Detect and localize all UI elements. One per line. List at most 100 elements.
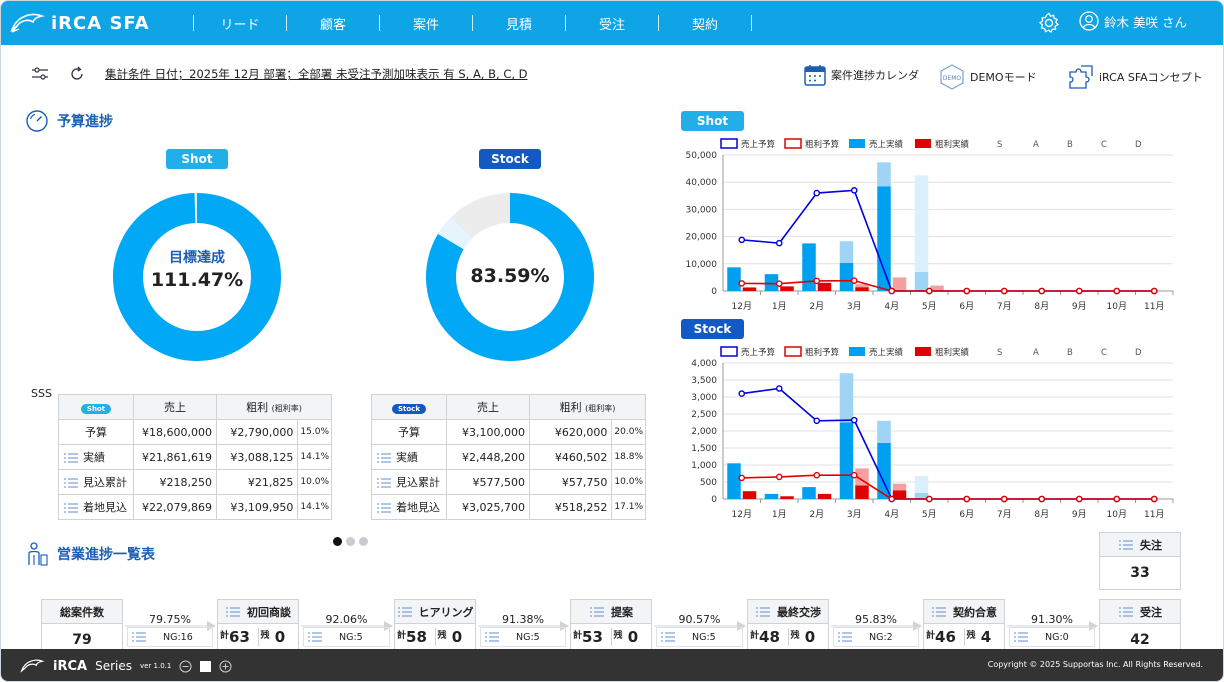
ng-count-value: NG:5: [516, 631, 540, 643]
stock-donut-chart: [426, 193, 594, 361]
row-label-cell[interactable]: 見込累計: [58, 469, 134, 495]
nav-item-quote[interactable]: 見積: [505, 17, 532, 33]
row-label-cell[interactable]: 着地見込: [58, 494, 134, 520]
line-point: [850, 416, 858, 424]
ng-count[interactable]: NG:5: [303, 627, 390, 647]
list-icon: [377, 478, 391, 488]
stage-remaining[interactable]: 残 0: [259, 628, 299, 646]
stage-remaining[interactable]: 残 0: [436, 628, 476, 646]
row-label: 着地見込: [83, 501, 127, 514]
stage-box[interactable]: 受注 42: [1099, 599, 1181, 655]
filter-settings-icon[interactable]: [31, 65, 49, 83]
sfa-concept-button[interactable]: iRCA SFAコンセプト: [1067, 63, 1203, 91]
x-tick-label: 4月: [884, 509, 899, 520]
speedometer-icon: [26, 110, 48, 132]
table-row[interactable]: 実績 ¥2,448,200 ¥460,502 18.8%: [371, 444, 646, 470]
row-label-cell[interactable]: 実績: [58, 444, 134, 470]
stage-remaining-value: 0: [274, 628, 286, 646]
stage-remaining[interactable]: 残 4: [965, 628, 1005, 646]
row-label-cell[interactable]: 着地見込: [371, 494, 447, 520]
legend-label: D: [1135, 140, 1142, 150]
nav-item-customer[interactable]: 顧客: [319, 17, 346, 33]
sales-forecast-bar: [914, 492, 929, 499]
list-icon: [661, 632, 675, 642]
lost-deals-box[interactable]: 失注 33: [1099, 532, 1181, 590]
gear-icon[interactable]: [1037, 11, 1061, 35]
zoom-in-icon[interactable]: [219, 660, 232, 673]
nav-item-lead[interactable]: リード: [220, 17, 260, 33]
stage-total: 計53: [571, 628, 612, 646]
stage-box[interactable]: 提案 計53 残 0: [570, 599, 652, 655]
carousel-dot[interactable]: [333, 537, 342, 546]
legend-label: 粗利実績: [935, 347, 970, 358]
legend-swatch: [784, 346, 802, 357]
remain-prefix: 残: [260, 631, 270, 641]
row-label-cell[interactable]: 実績: [371, 444, 447, 470]
stage-total-value: 53: [582, 628, 603, 646]
line-point: [775, 239, 783, 247]
ng-count[interactable]: NG:16: [127, 627, 213, 647]
table-row[interactable]: 実績 ¥21,861,619 ¥3,088,125 14.1%: [58, 444, 332, 470]
zoom-reset-icon[interactable]: [200, 660, 212, 672]
stage-remaining[interactable]: 残 0: [789, 628, 829, 646]
table-row[interactable]: 着地見込 ¥22,079,869 ¥3,109,950 14.1%: [58, 494, 332, 520]
row-label: 予算: [58, 419, 134, 445]
nav-item-deal[interactable]: 案件: [412, 17, 439, 33]
carousel-dot[interactable]: [346, 537, 355, 546]
stage-total: 計48: [748, 628, 789, 646]
ng-count[interactable]: NG:0: [1009, 627, 1095, 647]
sales-actual-bar: [802, 487, 816, 499]
stage-remaining[interactable]: 残 0: [612, 628, 652, 646]
table-row[interactable]: 着地見込 ¥3,025,700 ¥518,252 17.1%: [371, 494, 646, 520]
nav-item-contract[interactable]: 契約: [691, 17, 718, 33]
conversion-rate: 95.83%: [855, 613, 897, 626]
lost-deals-header: 失注: [1100, 533, 1180, 557]
total-deals-box[interactable]: 総案件数 79: [41, 599, 123, 655]
stage-box[interactable]: ヒアリング 計58 残 0: [394, 599, 476, 655]
profit-cell: ¥518,252: [528, 494, 613, 520]
refresh-icon[interactable]: [68, 65, 86, 83]
zoom-out-icon[interactable]: [179, 660, 192, 673]
legend-label: A: [1033, 348, 1039, 358]
filter-conditions-link[interactable]: 集計条件 日付；2025年 12月 部署；全部署 未受注予測加味表示 有 S, …: [105, 67, 528, 81]
profit-cell: ¥21,825: [215, 469, 299, 495]
y-tick-label: 30,000: [686, 205, 718, 215]
stage-header: ヒアリング: [395, 600, 475, 624]
deal-calendar-label: 案件進捗カレンダ: [831, 69, 919, 82]
shot-monthly-chart: 売上予算 粗利予算 売上実績 粗利実績 S A B C D 0 10,000 20,000 30,000…: [686, 138, 1174, 312]
shot-tag: Shot: [80, 403, 112, 414]
stage-box[interactable]: 最終交渉 計48 残 0: [747, 599, 829, 655]
stage-total-value: 48: [759, 628, 780, 646]
row-label-cell[interactable]: 見込累計: [371, 469, 447, 495]
person-chart-icon: [28, 542, 48, 566]
remain-prefix: 残: [790, 631, 800, 641]
y-tick-label: 1,000: [691, 461, 717, 471]
ng-count[interactable]: NG:2: [833, 627, 919, 647]
carousel-dot[interactable]: [359, 537, 368, 546]
nav-item-order[interactable]: 受注: [598, 17, 625, 33]
profit-budget-line: [741, 474, 1155, 500]
sales-actual-bar: [877, 442, 891, 499]
stage-box[interactable]: 初回商談 計63 残 0: [217, 599, 299, 655]
table-row[interactable]: 見込累計 ¥577,500 ¥57,750 10.0%: [371, 469, 646, 495]
remain-prefix: 残: [966, 631, 976, 641]
list-icon: [132, 632, 146, 642]
stock-tag: Stock: [391, 403, 426, 414]
ng-count[interactable]: NG:5: [480, 627, 566, 647]
profit-cell: ¥620,000: [528, 419, 613, 445]
sales-cell: ¥22,079,869: [133, 494, 217, 520]
footer-version: ver 1.0.1: [139, 662, 172, 670]
line-point: [850, 277, 858, 284]
line-point: [1150, 495, 1158, 503]
ng-count[interactable]: NG:5: [656, 627, 743, 647]
deal-calendar-button[interactable]: 案件進捗カレンダ: [803, 63, 919, 87]
profit-actual-bar: [817, 493, 832, 499]
stage-box[interactable]: 契約合意 計46 残 4: [923, 599, 1005, 655]
rate-cell: 14.1%: [297, 494, 332, 520]
demo-mode-button[interactable]: DEMO DEMOモード: [938, 63, 1037, 91]
user-menu[interactable]: 鈴木 美咲 さん: [1079, 11, 1187, 31]
line-point: [1000, 495, 1008, 503]
table-row[interactable]: 見込累計 ¥218,250 ¥21,825 10.0%: [58, 469, 332, 495]
app-logo[interactable]: iRCA SFA: [9, 7, 150, 39]
